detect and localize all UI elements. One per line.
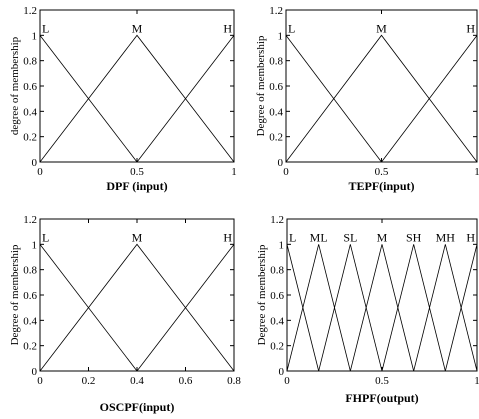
y-tick-label: 0.4 — [23, 315, 37, 327]
x-axis-label: DPF (input) — [106, 179, 167, 193]
membership-line-h — [444, 244, 478, 372]
y-tick-label: 0.8 — [270, 265, 284, 277]
y-tick-label: 0.6 — [23, 290, 37, 302]
membership-label-m: M — [376, 21, 387, 35]
y-tick-label: 0.2 — [270, 341, 284, 353]
x-tick-label: 0 — [284, 375, 290, 387]
membership-label-m: M — [132, 230, 143, 244]
y-tick-label: 1.2 — [23, 214, 37, 226]
chart-panel-2: 00.20.40.60.811.20 0.5 1L M HTEPF(input)Degr… — [255, 5, 479, 193]
membership-label-sl: SL — [343, 230, 357, 244]
y-tick-label: 1.2 — [23, 5, 37, 17]
membership-label-l: L — [289, 230, 296, 244]
y-axis-label: Degree of membership — [255, 35, 267, 136]
x-axis-label: FHPF(output) — [345, 391, 418, 405]
x-tick-label: 0.2 — [82, 375, 96, 387]
y-tick-label: 0.6 — [269, 81, 283, 93]
membership-label-l: L — [288, 21, 295, 35]
membership-label-h: H — [223, 21, 232, 35]
chart-panel-4: 00.20.40.60.811.20 0.5 1L ML SL M SH MH HFHPF(ou… — [256, 214, 479, 405]
membership-label-m: M — [132, 21, 143, 35]
membership-label-l: L — [42, 230, 49, 244]
y-tick-label: 0.8 — [269, 56, 283, 68]
y-tick-label: 0.6 — [270, 290, 284, 302]
x-axis-label: OSCPF(input) — [100, 400, 175, 414]
y-tick-label: 0.4 — [270, 315, 284, 327]
membership-line-h — [136, 35, 235, 163]
y-tick-label: 0.2 — [23, 132, 37, 144]
chart-panel-3: 0 0.2 0.4 0.6 0.8 1 1.2 0 0.2 0.4 0.6 0.8 L M H OSCPF(i… — [9, 214, 241, 414]
y-tick-label: 0 — [32, 366, 38, 378]
membership-label-m: M — [377, 230, 388, 244]
membership-label-h: H — [466, 230, 475, 244]
membership-label-l: L — [42, 21, 49, 35]
y-tick-label: 1.2 — [270, 214, 284, 226]
x-tick-label: 1 — [474, 375, 479, 387]
membership-label-ml: ML — [310, 230, 328, 244]
x-tick-label: 0.5 — [375, 375, 389, 387]
y-tick-label: 1 — [279, 239, 285, 251]
x-axis-label: TEPF(input) — [348, 179, 414, 193]
y-tick-label: 0.2 — [269, 132, 283, 144]
x-tick-label: 0.5 — [130, 166, 144, 178]
x-tick-label: 1 — [474, 166, 479, 178]
membership-label-h: H — [223, 230, 232, 244]
membership-line-sl — [318, 244, 383, 372]
x-tick-label: 1 — [231, 166, 237, 178]
membership-label-mh: MH — [436, 230, 456, 244]
x-tick-label: 0.4 — [130, 375, 144, 387]
y-tick-label: 0.4 — [23, 106, 37, 118]
x-tick-label: 0 — [37, 375, 43, 387]
membership-line-ml — [286, 244, 351, 372]
y-tick-label: 0.6 — [23, 81, 37, 93]
membership-line-m — [39, 243, 235, 372]
y-axis-label: Degree of membership — [9, 244, 21, 345]
y-tick-label: 0.4 — [269, 106, 283, 118]
y-axis-label: degree of membership — [9, 36, 21, 135]
membership-line-sh — [381, 244, 446, 372]
membership-label-sh: SH — [406, 230, 422, 244]
y-tick-label: 0 — [278, 157, 284, 169]
y-tick-label: 0 — [279, 366, 285, 378]
x-tick-label: 0 — [37, 166, 43, 178]
x-tick-label: 0 — [283, 166, 289, 178]
y-tick-label: 0.2 — [23, 341, 37, 353]
y-tick-label: 1 — [32, 239, 38, 251]
membership-line-m — [285, 34, 478, 163]
y-tick-label: 1.2 — [269, 5, 283, 17]
y-axis-label: Degree of membership — [256, 244, 268, 345]
x-tick-label: 0.5 — [375, 166, 389, 178]
membership-line-m — [39, 34, 235, 163]
membership-line-h — [381, 35, 478, 163]
membership-line-m — [349, 244, 415, 372]
x-tick-label: 0.8 — [227, 375, 241, 387]
membership-label-h: H — [466, 21, 475, 35]
membership-line-mh — [413, 244, 478, 372]
x-tick-label: 0.6 — [179, 375, 193, 387]
y-tick-label: 0 — [32, 157, 38, 169]
y-tick-label: 0.8 — [23, 265, 37, 277]
membership-line-h — [136, 244, 235, 372]
y-tick-label: 1 — [32, 30, 38, 42]
y-tick-label: 1 — [278, 30, 284, 42]
y-tick-label: 0.8 — [23, 56, 37, 68]
